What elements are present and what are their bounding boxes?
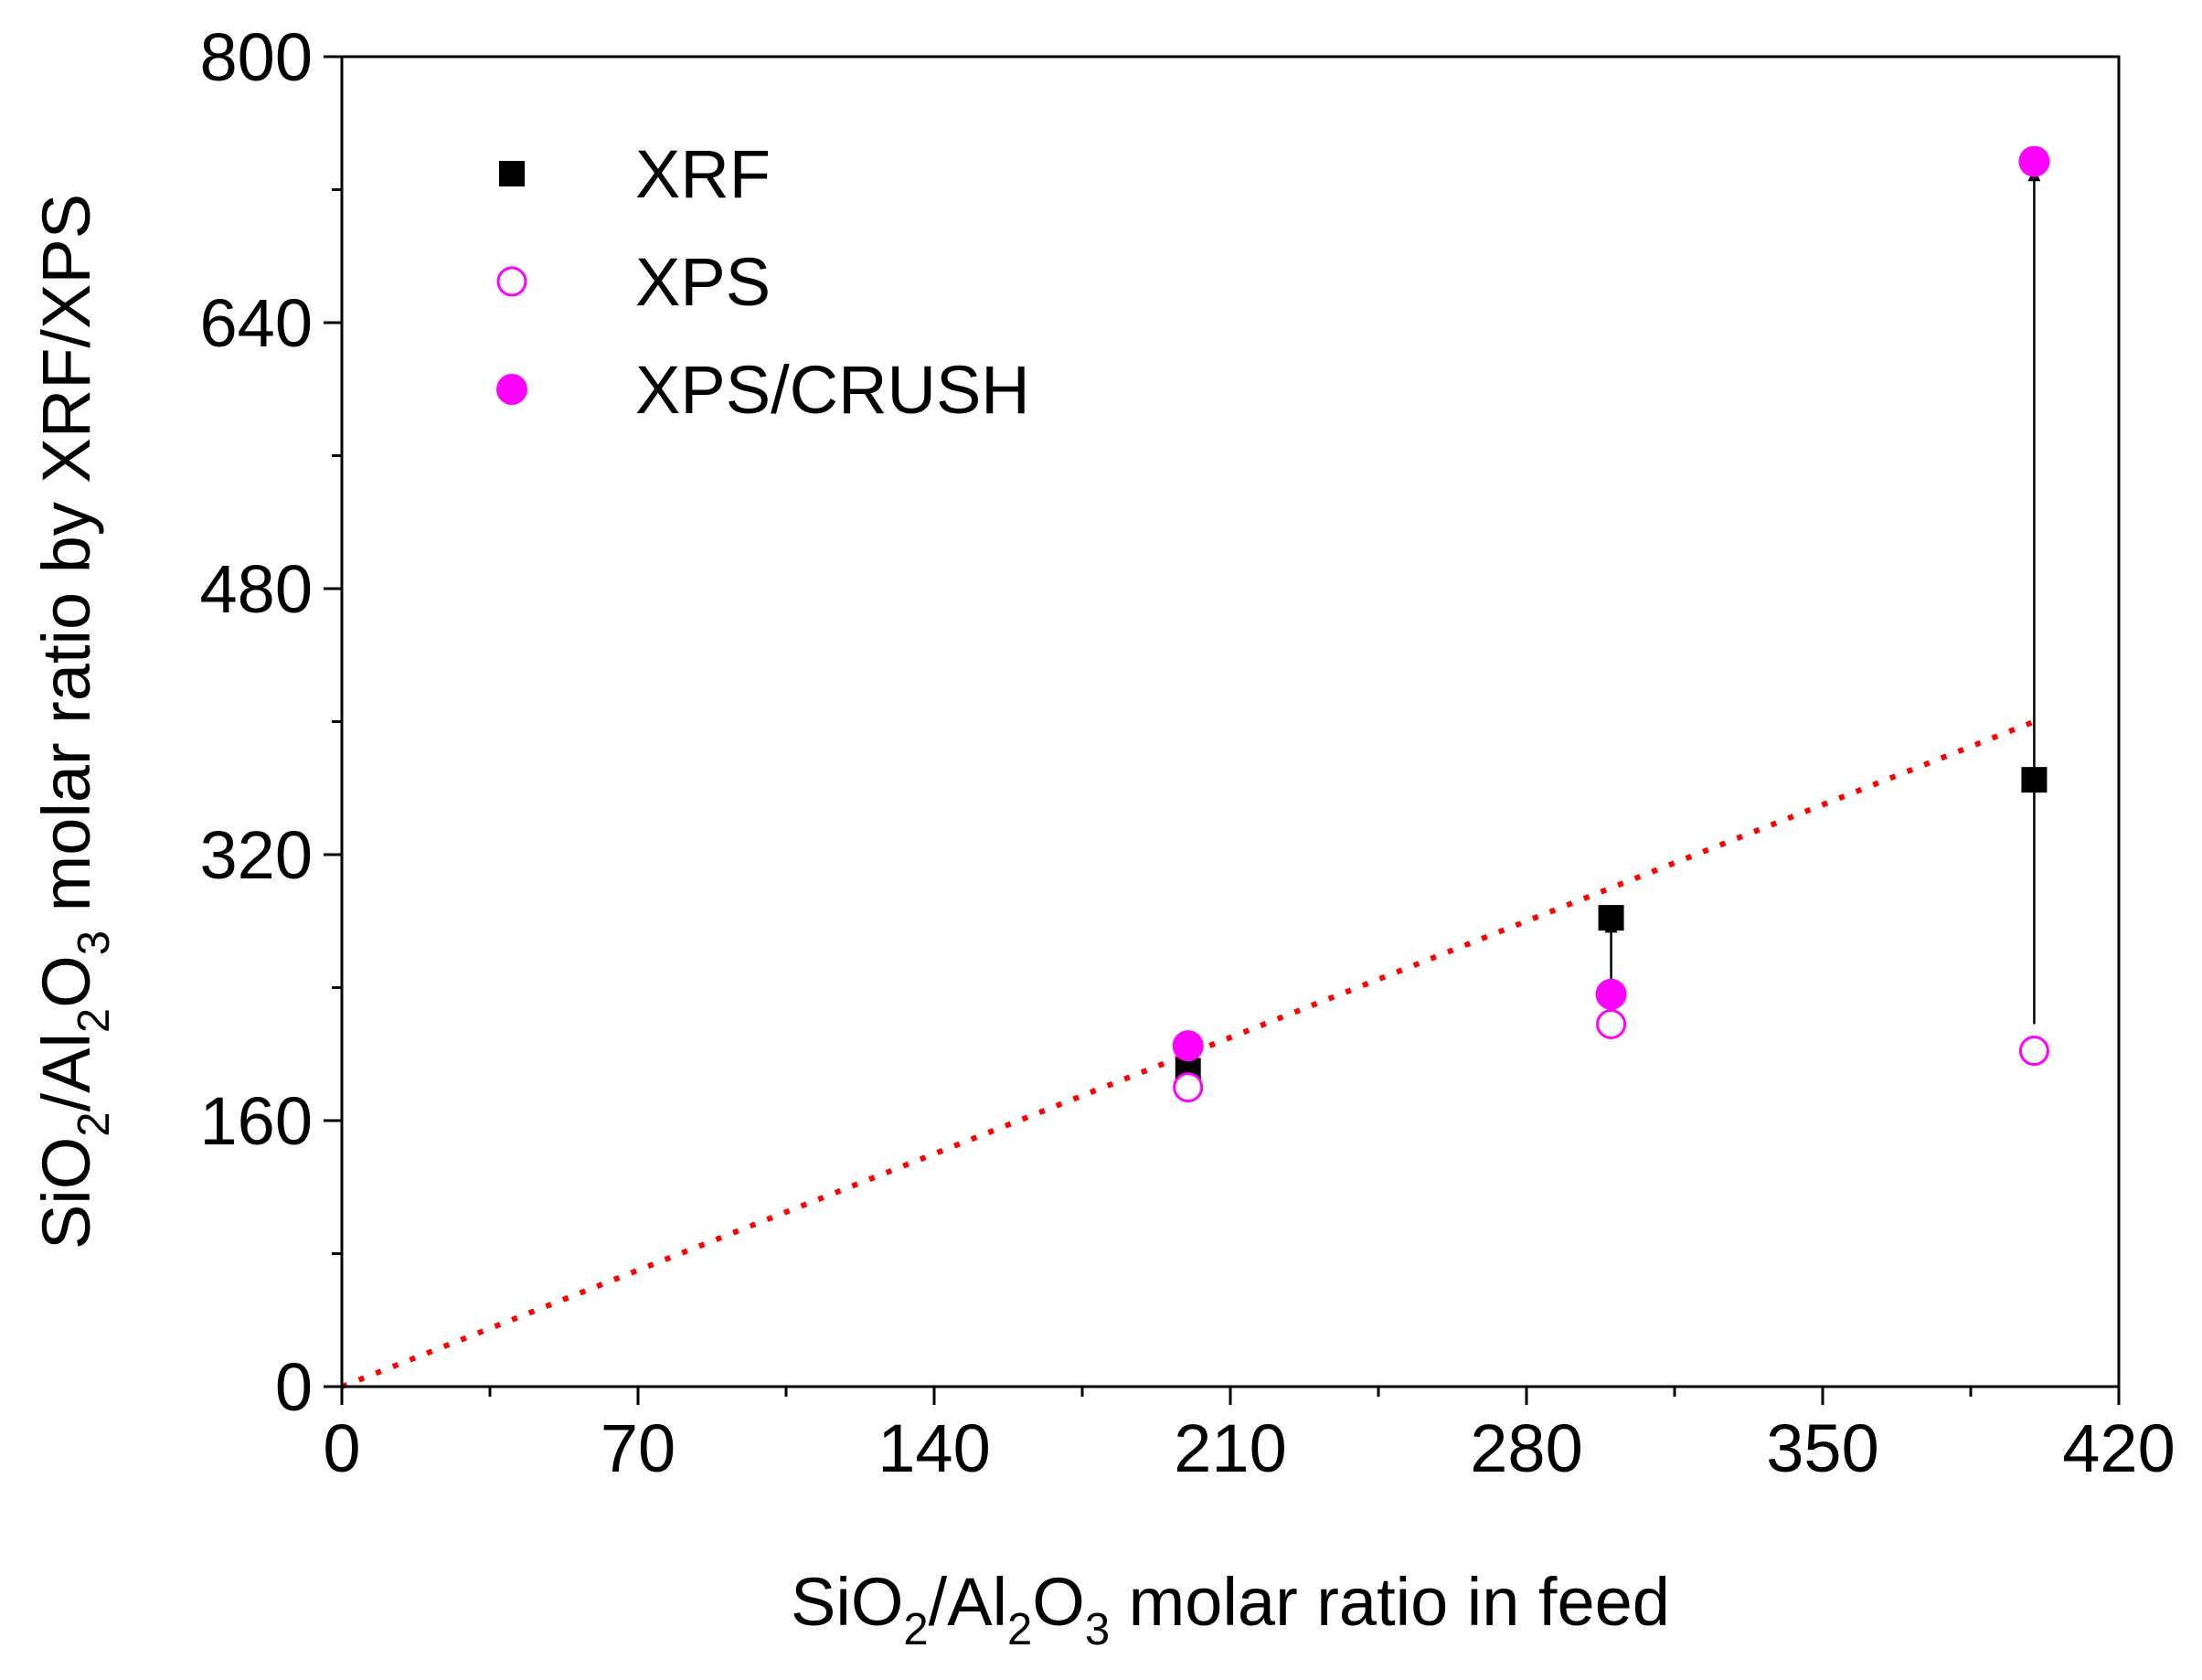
x-tick-label: 350 (1766, 1410, 1878, 1486)
y-axis-title: SiO2/Al2O3 molar ratio by XRF/XPS (28, 194, 119, 1249)
plot-frame (340, 55, 2121, 1388)
point-xps-crush-1 (1595, 978, 1627, 1010)
y-tick-label: 640 (200, 285, 313, 361)
legend-label-xps: XPS (635, 244, 771, 320)
y-tick-label: 160 (200, 1083, 313, 1159)
x-tick-label: 70 (601, 1410, 675, 1486)
y-tick-label: 0 (275, 1349, 313, 1425)
legend-label-xrf: XRF (635, 136, 771, 212)
point-xrf-2 (2021, 767, 2048, 793)
legend: XRF XPS XPS/CRUSH (496, 136, 1030, 428)
x-tick-label: 420 (2062, 1410, 2175, 1486)
legend-marker-xps-crush (496, 374, 527, 405)
x-tick-label: 280 (1470, 1410, 1582, 1486)
point-xrf-1 (1598, 905, 1624, 931)
tick-labels-layer: 0 70 140 210 280 350 420 0 160 320 480 640 800 (200, 19, 2175, 1486)
y-tick-label: 320 (200, 817, 313, 893)
point-xps-0 (1173, 1072, 1204, 1103)
x-axis-title: SiO2/Al2O3 molar ratio in feed (791, 1564, 1670, 1654)
x-tick-label: 210 (1174, 1410, 1286, 1486)
axis-titles-layer: SiO2/Al2O3 molar ratio in feed SiO2/Al2O3… (28, 194, 1670, 1654)
axes-layer (324, 55, 2121, 1405)
markers-layer (1172, 145, 2050, 1103)
arrows-layer (1604, 168, 2041, 1025)
point-xps-crush-0 (1172, 1030, 1204, 1062)
point-xps-crush-2 (2018, 145, 2050, 177)
y-tick-label: 800 (200, 19, 313, 95)
point-xps-1 (1596, 1009, 1627, 1040)
legend-marker-xps (496, 266, 527, 297)
x-tick-label: 140 (878, 1410, 990, 1486)
point-xps-2 (2018, 1036, 2049, 1067)
legend-label-xps-crush: XPS/CRUSH (635, 352, 1030, 428)
x-tick-label: 0 (323, 1410, 360, 1486)
legend-marker-xrf (499, 161, 525, 186)
y-tick-label: 480 (200, 551, 313, 627)
